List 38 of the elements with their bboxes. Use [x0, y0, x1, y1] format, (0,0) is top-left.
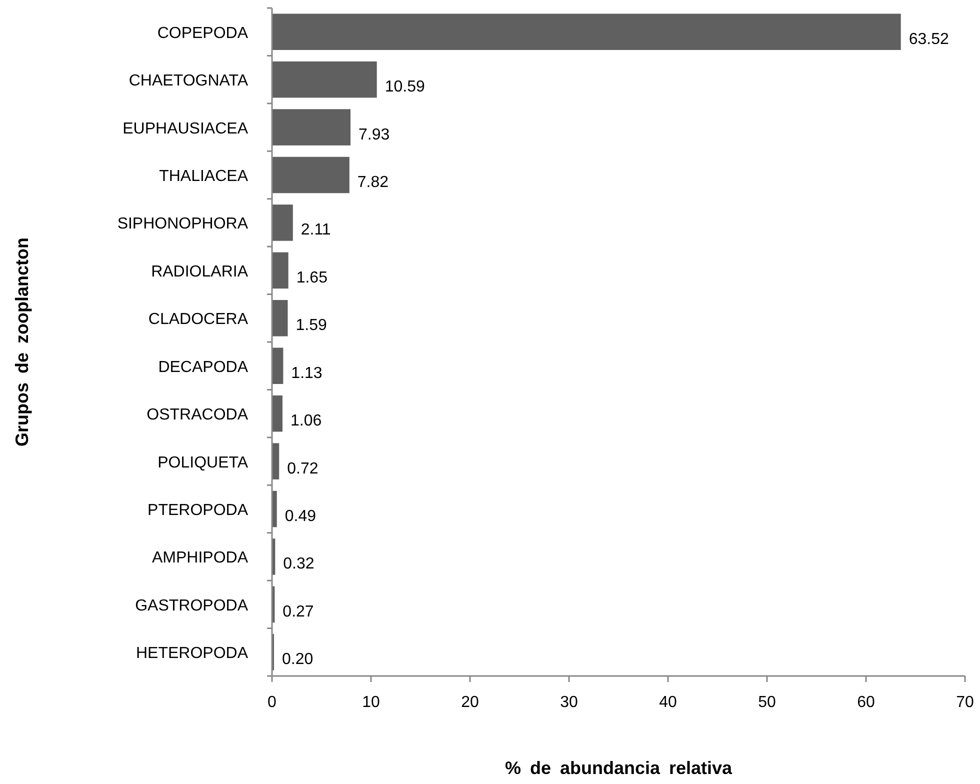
- y-tick-label: AMPHIPODA: [152, 550, 248, 567]
- x-tick-label: 40: [659, 694, 677, 711]
- data-label: 0.49: [284, 508, 316, 525]
- data-label: 0.72: [287, 460, 318, 478]
- x-tick-label: 20: [461, 694, 479, 711]
- data-label: 1.06: [290, 412, 322, 430]
- data-label: 7.93: [358, 126, 390, 144]
- data-label: 1.59: [296, 317, 327, 334]
- y-tick-label: COPEPODA: [157, 24, 248, 42]
- y-tick-label: POLIQUETA: [158, 454, 248, 472]
- x-tick-label: 50: [758, 694, 776, 711]
- x-axis-title: % de abundancia relativa: [504, 758, 734, 778]
- y-tick-label: HETEROPODA: [136, 645, 248, 662]
- x-tick-label: 70: [956, 694, 974, 711]
- y-tick-label: DECAPODA: [158, 358, 248, 376]
- x-tick-label: 10: [362, 694, 380, 711]
- data-label: 10.59: [384, 78, 425, 96]
- y-axis-title: Grupos de zooplancton: [12, 238, 32, 446]
- data-label: 63.52: [908, 30, 949, 48]
- data-label: 1.13: [291, 364, 322, 382]
- y-tick-label: CHAETOGNATA: [128, 72, 248, 90]
- data-label: 1.65: [296, 269, 328, 286]
- y-tick-label: RADIOLARIA: [151, 263, 248, 280]
- y-tick-label: EUPHAUSIACEA: [122, 120, 248, 138]
- data-label: 7.82: [357, 174, 389, 191]
- y-tick-label: CLADOCERA: [148, 311, 248, 328]
- x-tick-label: 0: [268, 694, 277, 711]
- data-label: 0.27: [282, 603, 314, 620]
- data-label: 0.32: [283, 556, 314, 573]
- x-tick-label: 60: [857, 694, 875, 711]
- x-tick-label: 30: [560, 694, 578, 711]
- y-tick-label: PTEROPODA: [148, 502, 248, 519]
- y-tick-label: SIPHONOPHORA: [117, 216, 248, 233]
- data-label: 2.11: [300, 222, 331, 239]
- y-tick-label: OSTRACODA: [146, 406, 248, 424]
- data-label: 0.20: [282, 651, 314, 668]
- y-tick-label: GASTROPODA: [135, 597, 248, 614]
- y-tick-label: THALIACEA: [159, 168, 248, 185]
